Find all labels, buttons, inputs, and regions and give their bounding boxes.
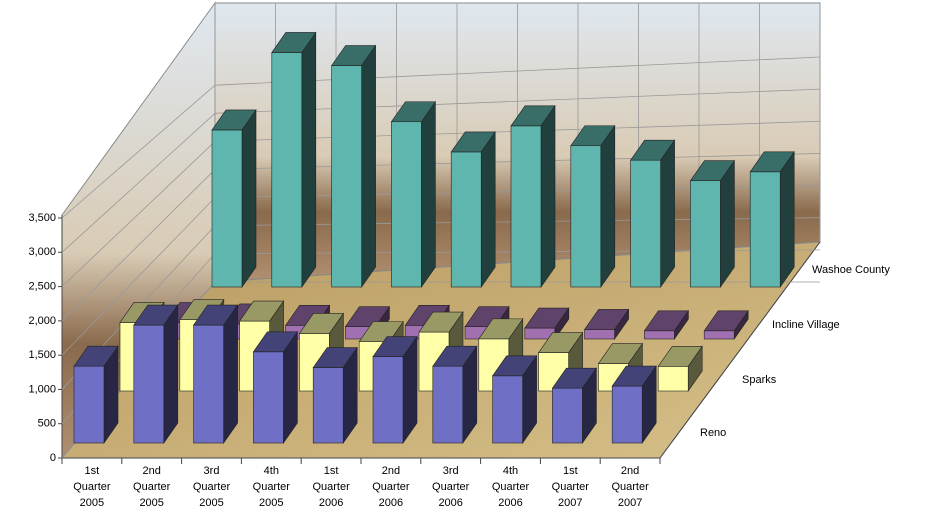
bar-side [241,109,257,288]
bar-top [703,310,749,332]
grid-line [61,84,216,219]
bar-top [211,109,257,131]
bar [749,171,781,288]
bar [510,125,542,288]
bar-top [252,331,298,353]
bar-top [657,346,703,367]
bar-top [390,101,436,123]
bar-side [361,44,376,288]
y-tick-label: 3,000 [28,246,56,258]
bar-top [611,365,657,387]
bar-top [298,313,344,334]
bar-top [570,125,616,147]
bar [211,129,243,288]
bar-top [749,151,795,173]
bar-top [584,309,630,330]
depth-axis [659,241,821,459]
bar-top [689,160,735,182]
bar [657,366,689,392]
x-tick-label: 1st Quarter 2007 [551,465,589,509]
y-tick-label: 2,000 [28,315,56,327]
bar [492,375,523,444]
bar-top [510,105,556,127]
bar [432,365,464,444]
bar-top [450,131,496,153]
bar-top [432,345,478,367]
y-tick-label: 1,500 [28,349,56,361]
bar-side [600,124,616,288]
y-tick-label: 1,000 [28,383,56,395]
legend-label: Reno [700,427,726,439]
x-tick-label: 2nd Quarter 2007 [611,465,649,509]
bar [630,159,661,288]
y-tick-label: 0 [50,452,56,464]
bar-top [239,300,285,322]
legend-label: Sparks [742,374,777,386]
legend-label: Incline Village [772,319,840,331]
grid-line [61,169,216,322]
bar-side [779,150,795,288]
bar-side [301,31,317,288]
y-tick-label: 500 [38,418,56,430]
grid-line [61,141,216,287]
bar [193,324,224,444]
bar-top [538,332,584,353]
x-tick-label: 2nd Quarter 2006 [372,465,410,509]
bar [552,387,583,444]
x-tick-label: 3rd Quarter 2005 [192,465,231,509]
x-tick-label: 3rd Quarter 2006 [432,465,470,509]
bar [73,365,105,444]
bar [611,385,643,444]
bar-side [660,139,675,288]
bar [644,330,675,340]
bar-top [524,307,570,329]
x-tick-label: 2nd Quarter 2005 [133,465,171,509]
bar [133,324,165,444]
x-tick-label: 1st Quarter 2006 [312,465,350,509]
bar-side [480,130,496,288]
bar-top [73,345,119,367]
x-tick-label: 4th Quarter 2006 [491,465,530,509]
bar-top [478,318,524,340]
bar-top [133,304,179,326]
bar [331,65,362,288]
bar [312,367,344,444]
bar-top [643,310,689,332]
bar [703,330,735,340]
bar-side [163,304,179,444]
bar-top [372,336,418,357]
bar-top [551,367,597,389]
bar [391,121,422,288]
bar-side [421,100,436,288]
bar-top [597,343,643,364]
x-tick-label: 4th Quarter 2005 [252,465,290,509]
bar-top [271,32,317,53]
x-tick-label: 1st Quarter 2005 [73,465,111,509]
bar [372,356,404,444]
bar [450,151,482,288]
legend-label: Washoe County [812,264,890,276]
grid-line [61,197,216,356]
bar-top [312,347,358,368]
bar-top [492,355,538,377]
bar [570,145,602,288]
bar-side [720,159,735,288]
bar [271,52,303,288]
bar [584,329,615,340]
bar [253,351,284,444]
bar-top [630,139,676,161]
bar-top [193,304,239,326]
y-tick-label: 2,500 [28,280,56,292]
bar-side [223,304,238,444]
y-tick-label: 3,500 [28,212,56,224]
bar-top [418,311,464,333]
bar-top [331,45,377,66]
bar-side [540,104,556,288]
bar [690,180,721,288]
grid-line [61,113,216,253]
